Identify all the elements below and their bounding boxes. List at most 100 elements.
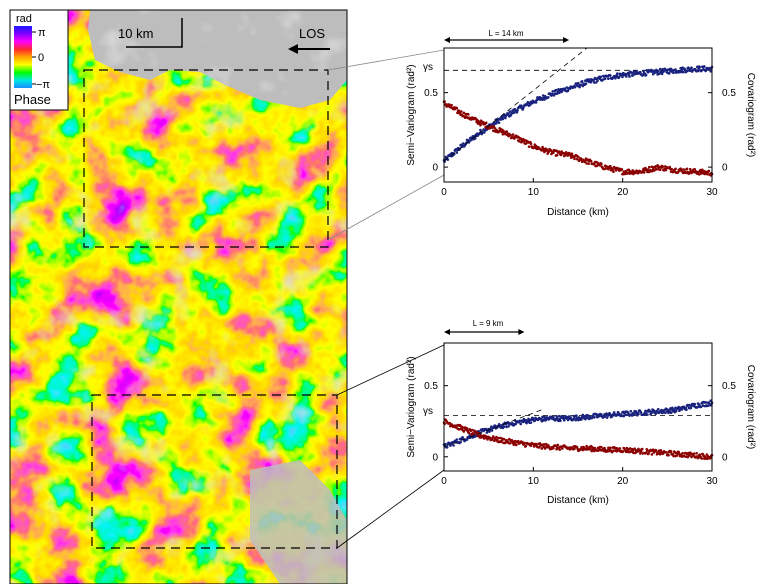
region-box-bottom <box>91 394 338 549</box>
range-arrow-left-icon <box>444 37 450 43</box>
covariogram-point <box>569 154 572 157</box>
covariogram-point <box>609 446 612 450</box>
chart-bottom-frame <box>443 342 713 472</box>
semivariogram-point <box>685 69 689 73</box>
covariogram-point <box>648 165 651 169</box>
covariogram-point <box>630 447 634 451</box>
semivariogram-point <box>639 411 643 414</box>
chart-top-xlabel: Distance (km) <box>547 207 609 218</box>
semivariogram-point <box>514 422 517 426</box>
covariogram-point <box>658 453 662 456</box>
semivariogram-point <box>681 70 685 74</box>
semivariogram-point <box>695 65 699 69</box>
x-tick-label: 0 <box>441 187 447 198</box>
semivariogram-point <box>669 411 673 415</box>
covariogram-point <box>511 133 515 136</box>
semivariogram-point <box>599 75 603 79</box>
semivariogram-point <box>654 412 658 416</box>
covariogram-point <box>644 451 648 454</box>
semivariogram-point <box>670 68 674 72</box>
semivariogram-point <box>680 408 684 411</box>
covariogram-point <box>467 431 471 435</box>
semivariogram-point <box>658 67 662 71</box>
covariogram-point <box>502 129 505 133</box>
covariogram-point <box>706 172 709 176</box>
semivariogram-point <box>461 142 465 145</box>
covariogram-point <box>675 454 679 457</box>
scale-bar: 10 km <box>118 18 183 48</box>
covariogram-point <box>620 168 624 171</box>
covariogram-point <box>707 169 711 173</box>
semivariogram-point <box>542 419 546 422</box>
covariogram-point <box>655 450 658 453</box>
semivariogram-point <box>698 65 702 69</box>
covariogram-point <box>479 123 482 127</box>
chart-bottom-ylabel-left: Semi−Variogram (rad²) <box>406 356 417 457</box>
semivariogram-point <box>465 438 469 441</box>
covariogram-point <box>668 165 672 169</box>
semivariogram-point <box>622 414 626 418</box>
covariogram-point <box>516 439 520 443</box>
semivariogram-point <box>575 414 578 417</box>
semivariogram-point <box>696 69 700 73</box>
covariogram-point <box>450 103 453 107</box>
semivariogram-point <box>674 68 677 71</box>
scale-bar-label: 10 km <box>118 26 153 41</box>
semivariogram-point <box>596 79 599 83</box>
semivariogram-point <box>631 74 634 77</box>
covariogram-point <box>650 453 654 456</box>
covariogram-point <box>669 449 673 453</box>
chart-top-sill-label: γs <box>423 62 433 73</box>
semivariogram-point <box>516 109 519 112</box>
y-tick-label-right: 0.5 <box>722 381 736 392</box>
variogram-chart-bottom: 0 10 20 30 0 0.5 0 0.5 Semi−Variogram (rad²) Co… <box>406 319 756 506</box>
covariogram-point <box>472 432 475 436</box>
semivariogram-point <box>644 73 648 77</box>
covariogram-point <box>695 451 698 455</box>
los-arrow: LOS <box>288 26 330 54</box>
covariogram-point <box>614 169 618 172</box>
semivariogram-point <box>674 409 678 413</box>
range-arrow-right-icon <box>563 37 570 43</box>
semivariogram-point <box>641 73 645 77</box>
covariogram-point <box>585 162 588 165</box>
semivariogram-point <box>543 98 546 101</box>
covariogram-point <box>595 164 599 168</box>
semivariogram-point <box>693 402 697 406</box>
x-tick-label: 10 <box>528 187 540 198</box>
semivariogram-point <box>519 422 523 426</box>
covariogram-point <box>575 157 579 161</box>
covariogram-point <box>612 449 615 452</box>
covariogram-point <box>655 168 658 171</box>
covariogram-point <box>700 457 704 460</box>
los-arrowhead-icon <box>288 44 298 54</box>
chart-bottom-xlabel: Distance (km) <box>547 495 609 506</box>
covariogram-point <box>540 149 544 152</box>
semivariogram-point <box>605 416 609 419</box>
covariogram-point <box>680 168 684 171</box>
covariogram-point <box>459 110 463 113</box>
semivariogram-point <box>584 417 587 421</box>
covariogram-point <box>642 171 646 174</box>
covariogram-point <box>573 157 576 161</box>
semivariogram-point <box>578 85 581 89</box>
semivariogram-point <box>520 104 523 107</box>
semivariogram-point <box>581 84 585 88</box>
colorbar-tick-bottom: −π <box>36 79 50 91</box>
semivariogram-point <box>534 101 538 104</box>
covariogram-point <box>457 109 461 112</box>
covariogram-point <box>491 435 495 438</box>
covariogram-point <box>600 445 603 449</box>
semivariogram-point <box>616 413 619 417</box>
colorbar-tick-mid: 0 <box>38 52 44 64</box>
covariogram-point <box>693 167 697 171</box>
semivariogram-point <box>504 116 507 120</box>
semivariogram-point <box>652 409 656 412</box>
semivariogram-point <box>495 121 498 125</box>
semivariogram-point <box>589 80 593 84</box>
initial-slope-line <box>443 47 588 162</box>
connector-top-1 <box>327 49 445 71</box>
semivariogram-point <box>609 74 612 77</box>
covariogram-point <box>674 167 677 171</box>
covariogram-point <box>543 443 546 446</box>
